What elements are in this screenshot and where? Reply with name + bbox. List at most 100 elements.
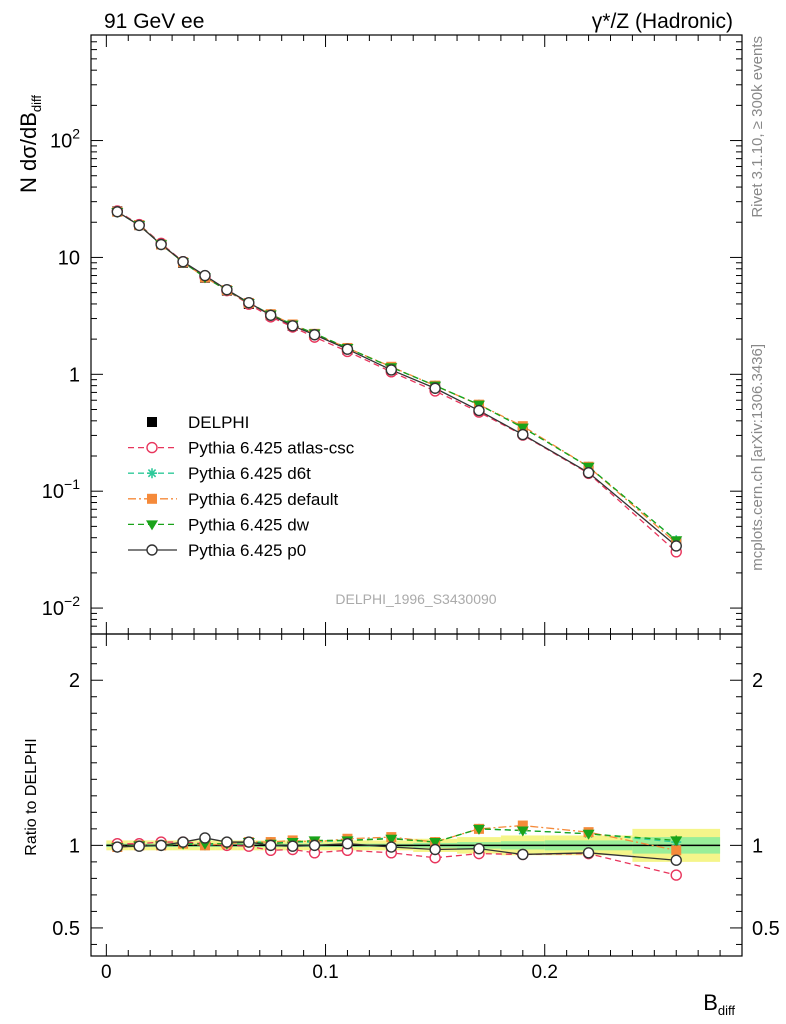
ratio-data-point [265,839,277,852]
legend-marker-swatch [146,520,158,531]
x-tick-label: 0.2 [532,962,558,983]
data-point [221,283,233,296]
x-axis-label-main: B [703,990,718,1015]
ratio-data-point [670,854,682,866]
mcplots-label: mcplots.cern.ch [arXiv:1306.3436] [749,344,766,571]
ratio-data-point [670,869,682,881]
data-point [265,309,277,321]
legend-item: Pythia 6.425 d6t [128,464,311,483]
legend-item: Pythia 6.425 p0 [128,541,306,560]
legend-label: Pythia 6.425 p0 [188,541,306,560]
data-point [133,219,145,232]
ratio-plot-frame [90,633,743,957]
y-tick-base: 10 [42,481,64,503]
y-tick-label: 10−2 [42,593,80,620]
legend-marker-swatch [146,441,158,454]
y-tick-exponent: 2 [72,126,80,142]
legend-label: Pythia 6.425 atlas-csc [188,439,355,458]
ratio-data-point [429,843,441,856]
ratio-series-line [117,824,677,851]
analysis-watermark: DELPHI_1996_S3430090 [335,591,496,607]
y-tick-base: 10 [58,247,80,269]
rivet-label: Rivet 3.1.10, ≥ 300k events [749,36,766,218]
ratio-data-point [111,841,124,853]
y-tick-base: 1 [69,364,80,386]
series-points [111,206,682,552]
y-tick-label: 1 [69,364,80,386]
data-point [199,269,211,282]
ratio-data-point [473,842,485,855]
data-point [286,320,299,332]
ratio-data-point [385,834,398,845]
ratio-data-point [582,847,595,859]
ratio-y-tick-label: 0.5 [52,918,80,940]
ratio-data-point [516,826,529,837]
data-point [341,343,354,355]
data-point [308,329,321,341]
x-tick-label: 0 [101,962,112,983]
y-tick-label: 10 [58,247,80,269]
ratio-data-point [517,820,528,831]
ratio-data-point [341,838,354,850]
legend-marker-swatch [147,493,157,504]
x-tick-label: 0.1 [312,962,338,983]
main-y-axis-label-main: N dσ/dB [16,112,41,193]
data-point [582,466,595,479]
ratio-y-tick-label: 2 [69,670,80,692]
legend-item: Pythia 6.425 atlas-csc [128,439,355,458]
ratio-y-tick-label-right: 1 [752,835,763,857]
ratio-data-point [243,836,255,848]
data-point [429,382,441,394]
ratio-data-point [670,836,683,847]
legend-marker-swatch [147,417,157,427]
legend-label: Pythia 6.425 d6t [188,464,311,483]
main-y-axis-label-sub: diff [29,95,44,112]
ratio-data-point [582,829,595,840]
data-point [670,540,682,552]
data-point [473,404,485,417]
y-tick-label: 102 [50,126,80,153]
legend-label: DELPHI [188,413,249,432]
ratio-data-point [286,840,299,852]
ratio-data-point [517,848,529,861]
ratio-data-point [671,845,682,856]
ratio-plot: 0 0.1 0.2 0.5 0.5 1 1 2 2 [52,633,780,983]
legend-item: DELPHI [147,413,249,432]
ratio-y-tick-label-right: 2 [752,670,763,692]
legend: DELPHI Pythia 6.425 atlas-csc Pythia 6.425… [128,413,355,560]
ratio-data-point [155,839,167,852]
y-tick-exponent: −2 [64,593,80,609]
ratio-y-tick-label: 1 [69,835,80,857]
x-axis-label-sub: diff [718,1003,735,1018]
y-tick-exponent: −1 [64,476,80,492]
x-axis-label: Bdiff [703,990,735,1018]
ratio-data-point [308,839,321,852]
header-right-label: γ*/Z (Hadronic) [592,10,733,33]
legend-label: Pythia 6.425 default [188,490,339,509]
legend-label: Pythia 6.425 dw [188,515,310,534]
ratio-data-point [385,841,397,853]
ratio-data-point [472,824,485,835]
ratio-data-point [199,832,211,844]
data-point [385,364,397,376]
data-point [517,428,529,441]
data-point [155,238,167,251]
legend-marker-swatch [146,544,158,556]
data-point [111,206,124,218]
y-tick-base: 10 [50,131,72,153]
data-point [243,296,255,309]
data-point [516,423,529,434]
y-tick-base: 10 [42,598,64,620]
legend-item: Pythia 6.425 default [128,490,339,509]
ratio-data-point [133,840,145,852]
data-point [177,255,189,268]
ratio-data-point [221,836,233,848]
ratio-data-point [429,838,442,849]
header-left-label: 91 GeV ee [104,10,204,33]
ratio-y-tick-label-right: 0.5 [752,918,780,940]
y-tick-label: 10−1 [42,476,80,503]
ratio-data-point [177,836,189,848]
ratio-series-points [111,832,682,866]
